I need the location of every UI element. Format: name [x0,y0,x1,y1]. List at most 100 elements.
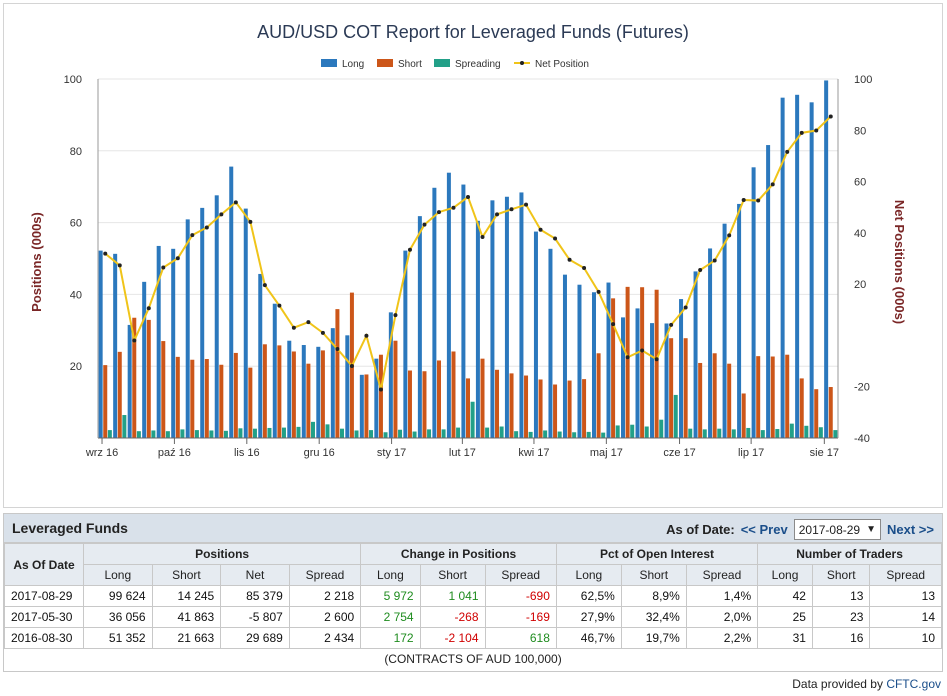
bar-spreading[interactable] [456,427,461,438]
net-position-point[interactable] [393,313,398,318]
net-position-point[interactable] [785,149,790,154]
bar-spreading[interactable] [630,424,635,438]
date-dropdown[interactable]: 2017-08-29 ▼ [793,519,882,540]
bar-spreading[interactable] [775,429,780,438]
bar-spreading[interactable] [543,430,548,438]
bar-spreading[interactable] [514,431,519,438]
bar-short[interactable] [567,380,572,438]
bar-short[interactable] [378,354,383,438]
net-position-point[interactable] [451,205,456,210]
bar-short[interactable] [698,362,703,438]
bar-spreading[interactable] [644,426,649,438]
bar-long[interactable] [737,203,742,438]
bar-spreading[interactable] [673,394,678,438]
net-position-point[interactable] [161,265,166,270]
net-position-point[interactable] [596,289,601,294]
legend-label[interactable]: Net Position [535,59,589,70]
bar-spreading[interactable] [383,432,388,438]
net-position-point[interactable] [262,283,267,288]
bar-spreading[interactable] [107,430,112,438]
net-position-point[interactable] [436,210,441,215]
prev-link[interactable]: << Prev [740,522,788,537]
bar-spreading[interactable] [441,429,446,438]
net-position-point[interactable] [495,212,500,217]
bar-spreading[interactable] [760,430,765,438]
net-position-point[interactable] [349,363,354,368]
bar-long[interactable] [214,195,219,438]
bar-spreading[interactable] [572,432,577,438]
next-link[interactable]: Next >> [887,522,934,537]
bar-long[interactable] [533,231,538,438]
net-position-point[interactable] [117,263,122,268]
bar-long[interactable] [722,223,727,438]
bar-short[interactable] [117,351,122,438]
bar-short[interactable] [582,379,587,438]
bar-long[interactable] [461,184,466,438]
bar-spreading[interactable] [601,432,606,438]
bar-short[interactable] [161,341,166,438]
net-position-point[interactable] [248,219,253,224]
bar-long[interactable] [287,340,292,438]
net-position-point[interactable] [306,320,311,325]
net-position-point[interactable] [756,198,761,203]
bar-spreading[interactable] [194,430,199,438]
bar-short[interactable] [509,373,514,438]
net-position-point[interactable] [291,325,296,330]
bar-long[interactable] [258,273,263,438]
bar-short[interactable] [422,371,427,438]
bar-long[interactable] [200,207,205,438]
bar-spreading[interactable] [688,428,693,438]
bar-long[interactable] [548,248,553,438]
bar-long[interactable] [751,167,756,438]
bar-short[interactable] [306,363,311,438]
bar-short[interactable] [495,369,500,438]
bar-spreading[interactable] [238,428,243,438]
bar-long[interactable] [432,187,437,438]
bar-short[interactable] [364,374,369,438]
bar-spreading[interactable] [702,429,707,438]
bar-short[interactable] [785,354,790,438]
bar-long[interactable] [650,323,655,438]
net-position-point[interactable] [233,200,238,205]
net-position-point[interactable] [727,233,732,238]
legend-label[interactable]: Spreading [455,59,501,70]
bar-long[interactable] [708,248,713,438]
bar-spreading[interactable] [615,425,620,438]
net-position-point[interactable] [364,333,369,338]
bar-spreading[interactable] [151,430,156,438]
bar-spreading[interactable] [325,424,330,438]
bar-long[interactable] [824,80,829,438]
bar-spreading[interactable] [499,426,504,438]
net-position-point[interactable] [378,387,383,392]
bar-short[interactable] [175,356,180,438]
bar-long[interactable] [519,192,524,438]
bar-long[interactable] [229,166,234,438]
bar-spreading[interactable] [340,428,345,438]
net-position-point[interactable] [480,234,485,239]
bar-short[interactable] [277,345,282,438]
bar-spreading[interactable] [485,427,490,438]
bar-short[interactable] [204,359,209,438]
bar-long[interactable] [388,312,393,438]
bar-spreading[interactable] [412,431,417,438]
bar-short[interactable] [407,370,412,438]
net-position-point[interactable] [828,114,833,119]
net-position-point[interactable] [553,236,558,241]
bar-spreading[interactable] [659,419,664,438]
bar-long[interactable] [98,250,103,438]
bar-long[interactable] [766,145,771,438]
bar-spreading[interactable] [427,429,432,438]
bar-spreading[interactable] [804,425,809,438]
bar-short[interactable] [828,387,833,438]
bar-long[interactable] [809,102,814,438]
bar-long[interactable] [185,219,190,438]
net-position-point[interactable] [190,233,195,238]
legend-label[interactable]: Short [398,59,422,70]
bar-spreading[interactable] [223,430,228,438]
bar-long[interactable] [795,94,800,439]
bar-spreading[interactable] [470,401,475,438]
net-position-point[interactable] [175,256,180,261]
bar-short[interactable] [756,356,761,438]
net-position-point[interactable] [741,198,746,203]
bar-short[interactable] [291,351,296,438]
